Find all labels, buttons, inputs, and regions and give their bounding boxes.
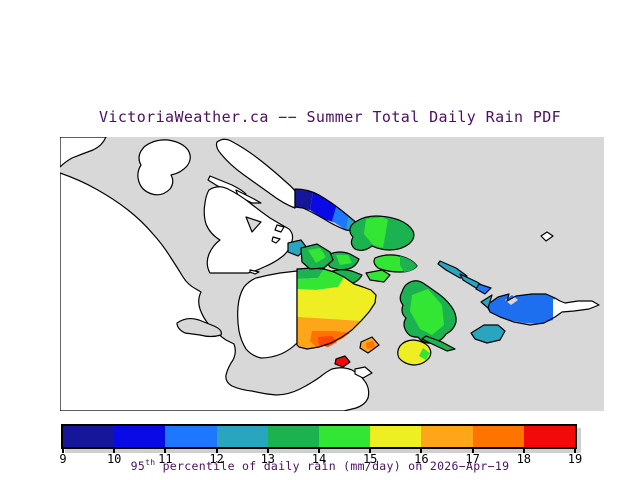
colorbar-tick-label: 14 [311,452,327,466]
colorbar-tick-label: 17 [465,452,480,466]
saanich-peninsula-west-land [237,270,298,359]
colorbar-segment [523,426,576,447]
colorbar-tick-label: 9 [59,452,67,466]
colorbar-caption: 95th percentile of daily rain (mm/day) o… [0,458,640,473]
colorbar-tick [522,449,525,453]
colorbar-tick-label: 15 [362,452,378,466]
page-title: VictoriaWeather.ca −− Summer Total Daily… [99,108,562,126]
colorbar-tick [318,449,320,453]
colorbar-segment [370,426,422,447]
big-green-island [349,215,415,252]
colorbar-tick [471,449,474,453]
northwest-island [137,139,191,196]
small-colored-islets [334,336,432,368]
colorbar-tick [113,449,116,453]
promontory-northwest [60,137,107,168]
colorbar-tick-label: 16 [414,452,429,466]
colorbar-ticks [61,449,577,453]
tiny-channel-islet [249,269,260,275]
colorbar-segment [216,426,268,447]
red-islet [334,355,351,368]
colorbar-tick-label: 18 [516,452,532,466]
lopez-teal-island [470,324,506,344]
caption-rest: percentile of daily rain (mm/day) on 202… [155,458,510,473]
colorbar-segment [472,426,524,447]
colorbar-tick [574,449,576,453]
colorbar-segment [114,426,166,447]
victoria-islet [354,366,373,379]
teal-sliver-islands [437,260,492,295]
colorbar-tick [62,449,64,453]
pender-green-island [399,280,457,352]
yellow-island [397,339,432,366]
colorbar-tick-label: 13 [260,452,276,466]
colorbar-segment [319,426,371,447]
map-canvas [60,137,604,411]
colorbar-tick [369,449,372,453]
tiny-islet-a [274,224,285,233]
colorbar-tick [215,449,218,453]
inland-lake [245,216,262,233]
colorbar-tick-label: 10 [106,452,122,466]
southeast-diamond-islet [540,231,554,242]
colorbar-tick [266,449,269,453]
colorbar-tick-label: 19 [567,452,583,466]
caption-base: 95 [130,458,146,473]
colorbar-segment [165,426,217,447]
colorbar-tick-label: 12 [209,452,224,466]
mid-landmass [203,186,294,274]
colorbar-segment [63,426,115,447]
caption-superscript: th [145,458,156,467]
orcas-blue-island [480,293,600,326]
colorbar-tick [164,449,167,453]
colorbar-tick-labels: 9 10 11 12 13 14 15 16 17 18 19 [59,452,582,466]
colorbar-segment [421,426,473,447]
colorbar [61,424,577,449]
colorbar-tick [420,449,423,453]
main-vancouver-island [60,172,370,411]
vancouver-island-land [60,137,554,411]
saanich-peninsula-data [287,239,377,350]
colorbar-segment [267,426,320,447]
west-bay-inlet [176,317,222,338]
colorbar-tick-label: 11 [158,452,173,466]
tiny-islet-b [271,236,281,244]
